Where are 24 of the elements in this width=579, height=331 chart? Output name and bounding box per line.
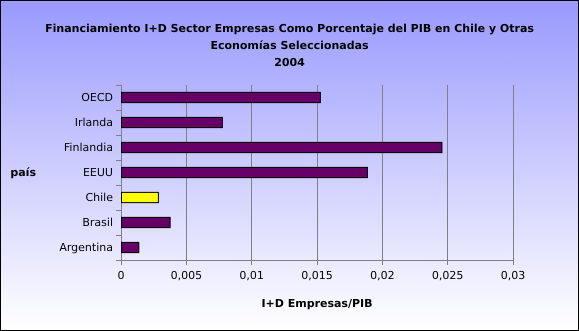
y-tick-label: Argentina [59, 241, 113, 254]
y-tick-label: Brasil [82, 216, 113, 229]
chart-title: Financiamiento I+D Sector Empresas Como Porcentaje del PIB en Chile y Otras Economías Seleccionadas 2004 [45, 22, 534, 69]
bar [121, 92, 321, 104]
bar [121, 142, 442, 154]
x-tick-label: 0,005 [170, 269, 202, 282]
y-axis-title: país [10, 166, 36, 179]
x-tick-label: 0,01 [239, 269, 264, 282]
bar [121, 242, 140, 254]
y-tick-label: EEUU [82, 166, 113, 179]
y-tick-label: Chile [85, 191, 114, 204]
x-tick-label: 0,025 [432, 269, 464, 282]
y-tick-label: Irlanda [74, 116, 113, 129]
x-axis-title: I+D Empresas/PIB [261, 297, 373, 310]
x-tick-label: 0,015 [301, 269, 333, 282]
y-tick-label: Finlandia [64, 141, 113, 154]
x-tick-label: 0,03 [500, 269, 526, 282]
bar [121, 116, 223, 128]
bar [121, 216, 171, 228]
bar [121, 166, 368, 178]
x-tick-label: 0 [118, 269, 124, 282]
y-tick-label: OECD [81, 91, 113, 104]
x-tick-label: 0,02 [370, 269, 395, 282]
bar [121, 192, 159, 204]
